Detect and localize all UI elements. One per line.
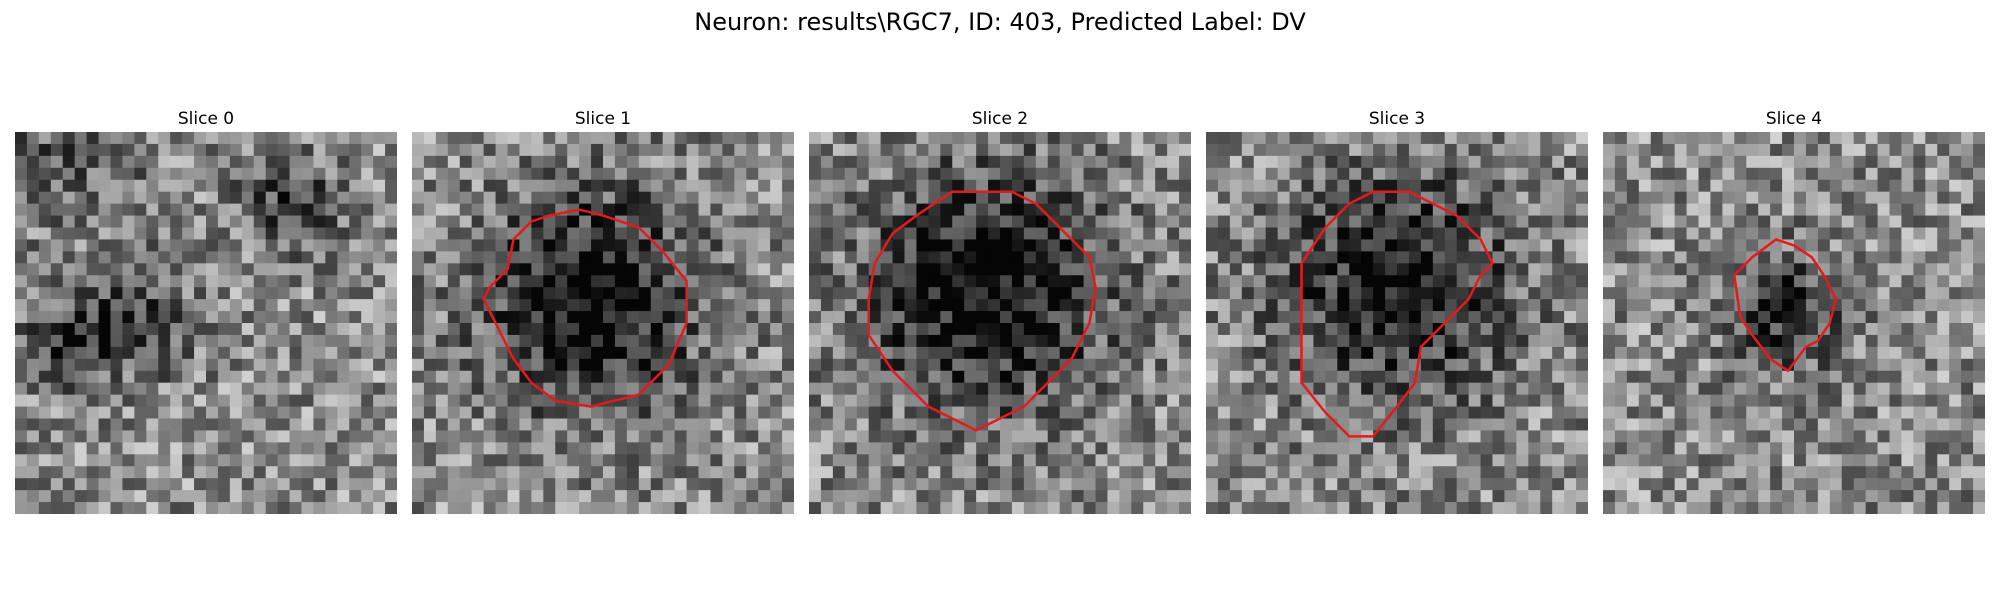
slice-panel-0: Slice 0 [15, 108, 397, 514]
segmentation-contour [482, 208, 688, 408]
slice-title: Slice 1 [574, 109, 632, 129]
slice-image-0 [15, 132, 397, 514]
slice-panel-1: Slice 1 [412, 108, 794, 514]
slice-panel-2: Slice 2 [809, 108, 1191, 514]
segmentation-contour [867, 190, 1097, 432]
slice-image-4 [1603, 132, 1985, 514]
segmentation-contour [1300, 190, 1494, 438]
slice-image-2 [809, 132, 1191, 514]
slice-panel-3: Slice 3 [1206, 108, 1588, 514]
slice-title: Slice 4 [1765, 109, 1823, 129]
slice-image-3 [1206, 132, 1588, 514]
slice-panel-4: Slice 4 [1603, 108, 1985, 514]
segmentation-contour [1733, 238, 1838, 373]
slice-title: Slice 0 [177, 109, 235, 129]
slice-title: Slice 3 [1368, 109, 1426, 129]
slice-title: Slice 2 [971, 109, 1029, 129]
slice-image-1 [412, 132, 794, 514]
figure-title: Neuron: results\RGC7, ID: 403, Predicted… [694, 8, 1306, 36]
